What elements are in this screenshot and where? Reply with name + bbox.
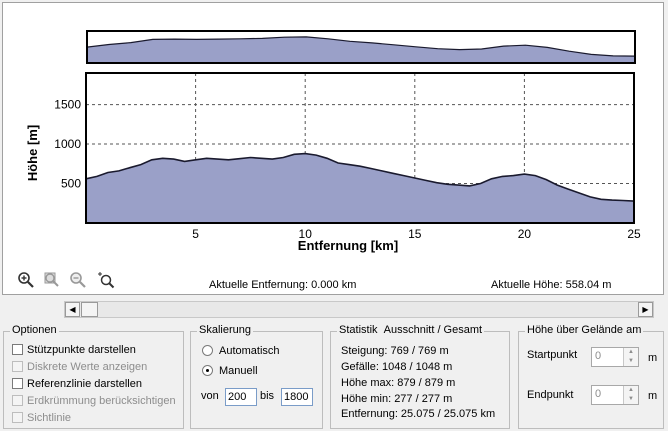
- elevation-area-fill: [86, 153, 634, 223]
- scaling-group-title: Skalierung: [197, 324, 253, 336]
- stat-descent: Gefälle: 1048 / 1048 m: [341, 361, 453, 373]
- checkbox[interactable]: [12, 344, 23, 355]
- x-tick-label: 15: [408, 227, 422, 241]
- options-group-title: Optionen: [10, 324, 59, 336]
- x-tick-label: 10: [299, 227, 313, 241]
- option-earth-curvature[interactable]: Erdkrümmung berücksichtigen: [12, 395, 176, 407]
- stat-height-min: Höhe min: 277 / 277 m: [341, 393, 453, 405]
- overview-area-fill: [87, 36, 635, 63]
- option-show-points[interactable]: Stützpunkte darstellen: [12, 344, 136, 356]
- x-tick-label: 25: [627, 227, 641, 241]
- scaling-to-input[interactable]: 1800: [281, 388, 313, 406]
- scroll-left-button[interactable]: ◀: [65, 302, 80, 317]
- plot-frame: [85, 72, 635, 224]
- elevation-line: [85, 152, 635, 202]
- start-point-label: Startpunkt: [527, 349, 578, 361]
- overview-frame: [86, 30, 636, 64]
- scroll-right-button[interactable]: ▶: [638, 302, 653, 317]
- spin-down-icon[interactable]: ▼: [624, 357, 638, 366]
- elevation-profile-chart[interactable]: 5 10 15 20 25 500 1000 1500 Entfernung [km] Hö…: [3, 3, 663, 294]
- statistics-group: Statistik Ausschnitt / Gesamt Steigung: …: [330, 324, 510, 429]
- end-point-unit: m: [648, 390, 658, 402]
- y-axis-label: Höhe [m]: [25, 125, 40, 181]
- start-point-spinner[interactable]: 0 ▲ ▼: [591, 347, 639, 367]
- current-distance-readout: Aktuelle Entfernung: 0.000 km: [209, 279, 357, 291]
- x-tick-labels: 5 10 15 20 25: [192, 227, 641, 241]
- scaling-auto-radio[interactable]: Automatisch: [202, 345, 280, 357]
- scroll-thumb[interactable]: [81, 302, 98, 317]
- zoom-in-icon[interactable]: [17, 271, 35, 289]
- y-tick-labels: 500 1000 1500: [54, 98, 81, 191]
- checkbox[interactable]: [12, 361, 23, 372]
- elevation-area: [85, 152, 635, 223]
- scaling-from-input[interactable]: 200: [225, 388, 257, 406]
- overview-line: [86, 36, 636, 57]
- profile-chart-panel: 5 10 15 20 25 500 1000 1500 Entfernung [km] Hö…: [2, 2, 664, 295]
- radio-button[interactable]: [202, 345, 213, 356]
- stat-ascent: Steigung: 769 / 769 m: [341, 345, 449, 357]
- options-group: Optionen Stützpunkte darstellen Diskrete…: [3, 324, 184, 429]
- option-line-of-sight[interactable]: Sichtlinie: [12, 412, 71, 424]
- checkbox[interactable]: [12, 412, 23, 423]
- x-tick-label: 20: [518, 227, 532, 241]
- horizontal-scrollbar[interactable]: ◀ ▶: [64, 301, 654, 318]
- y-tick-label: 500: [61, 177, 81, 191]
- y-tick-label: 1500: [54, 98, 81, 112]
- zoom-out-icon[interactable]: [69, 271, 87, 289]
- scaling-manual-radio[interactable]: Manuell: [202, 365, 258, 377]
- current-height-readout: Aktuelle Höhe: 558.04 m: [491, 279, 612, 291]
- stat-height-max: Höhe max: 879 / 879 m: [341, 377, 456, 389]
- spin-down-icon[interactable]: ▼: [624, 395, 638, 404]
- x-axis-label: Entfernung [km]: [298, 238, 398, 253]
- scaling-from-label: von: [201, 390, 219, 402]
- statistics-group-title: Statistik Ausschnitt / Gesamt: [337, 324, 485, 336]
- scaling-group: Skalierung Automatisch Manuell von 200 b…: [190, 324, 323, 429]
- radio-button[interactable]: [202, 365, 213, 376]
- zoom-fit-icon[interactable]: [43, 271, 61, 289]
- x-tick-label: 5: [192, 227, 199, 241]
- height-above-ground-title: Höhe über Gelände am: [525, 324, 644, 336]
- height-above-ground-group: Höhe über Gelände am Startpunkt 0 ▲ ▼ m E…: [518, 324, 664, 429]
- end-point-spinner[interactable]: 0 ▲ ▼: [591, 385, 639, 405]
- stat-distance: Entfernung: 25.075 / 25.075 km: [341, 408, 496, 420]
- checkbox[interactable]: [12, 378, 23, 389]
- scaling-to-label: bis: [260, 390, 275, 402]
- zoom-select-icon[interactable]: [97, 271, 115, 289]
- start-point-unit: m: [648, 352, 658, 364]
- checkbox[interactable]: [12, 395, 23, 406]
- overview-strip[interactable]: [86, 30, 636, 64]
- end-point-label: Endpunkt: [527, 389, 574, 401]
- option-reference-line[interactable]: Referenzlinie darstellen: [12, 378, 142, 390]
- y-tick-label: 1000: [54, 137, 81, 151]
- option-discrete-values[interactable]: Diskrete Werte anzeigen: [12, 361, 147, 373]
